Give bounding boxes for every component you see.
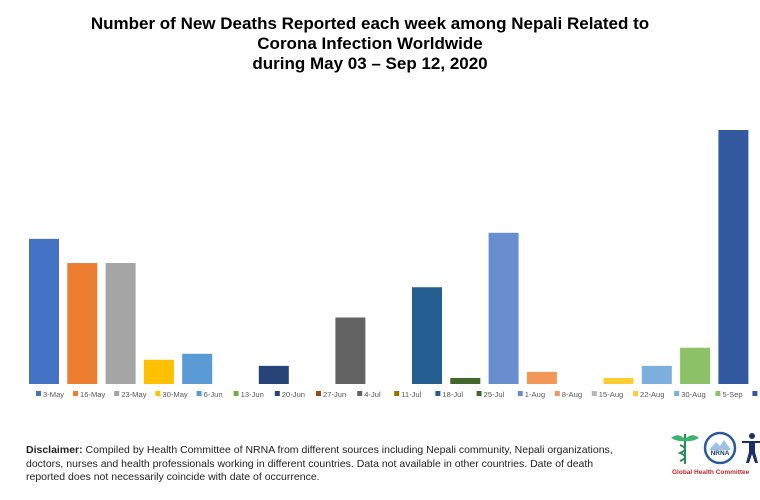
legend-label: 8-Aug bbox=[562, 390, 582, 399]
person-icon bbox=[742, 433, 760, 463]
bar-8-Aug bbox=[526, 371, 557, 384]
legend-item-6-Jun: 6-Jun bbox=[196, 390, 223, 399]
bar-30-Aug bbox=[641, 365, 672, 384]
legend-label: 11-Jul bbox=[401, 390, 421, 399]
legend-swatch bbox=[233, 391, 239, 396]
legend-item-4-Jul: 4-Jul bbox=[357, 390, 381, 399]
legend-swatch bbox=[517, 391, 523, 396]
legend-item-12-Sep: 12-Sep bbox=[752, 390, 760, 399]
legend-label: 30-May bbox=[162, 390, 188, 399]
legend-swatch bbox=[73, 391, 78, 396]
legend-swatch bbox=[274, 391, 280, 396]
legend-label: 4-Jul bbox=[364, 390, 381, 399]
bar-3-May bbox=[29, 238, 59, 384]
bar-12-Sep bbox=[718, 130, 749, 384]
legend-swatch bbox=[36, 391, 41, 396]
legend-item-1-Aug: 1-Aug bbox=[517, 390, 545, 399]
disclaimer-text: Compiled by Health Committee of NRNA fro… bbox=[26, 444, 613, 483]
logo-caption: Global Health Committee bbox=[672, 469, 750, 476]
legend-item-11-Jul: 11-Jul bbox=[394, 390, 422, 399]
legend-item-5-Sep: 5-Sep bbox=[715, 390, 743, 399]
legend-item-18-Jul: 18-Jul bbox=[435, 390, 463, 399]
legend-label: 15-Aug bbox=[599, 390, 624, 399]
legend-label: 22-Aug bbox=[640, 390, 665, 399]
bar-18-Jul bbox=[412, 287, 442, 384]
bar-6-Jun bbox=[182, 353, 213, 384]
legend-label: 20-Jun bbox=[282, 390, 305, 399]
legend-swatch bbox=[155, 391, 161, 396]
disclaimer-label: Disclaimer: bbox=[26, 444, 83, 456]
legend-item-20-Jun: 20-Jun bbox=[274, 390, 305, 399]
legend-swatch bbox=[435, 391, 441, 396]
caduceus-icon bbox=[671, 434, 699, 464]
legend-item-25-Jul: 25-Jul bbox=[476, 390, 505, 399]
legend-item-16-May: 16-May bbox=[73, 390, 106, 399]
legend-item-27-Jun: 27-Jun bbox=[316, 390, 346, 399]
bar-1-Aug bbox=[488, 232, 519, 384]
bar-20-Jun bbox=[258, 365, 289, 384]
legend-item-30-Aug: 30-Aug bbox=[674, 390, 706, 399]
legend-swatch bbox=[674, 391, 680, 396]
bar-22-Aug bbox=[603, 377, 634, 384]
disclaimer: Disclaimer: Compiled by Health Committee… bbox=[26, 444, 626, 485]
bar-23-May bbox=[105, 263, 136, 384]
legend-swatch bbox=[316, 391, 321, 396]
legend-swatch bbox=[554, 391, 560, 396]
legend-item-15-Aug: 15-Aug bbox=[591, 390, 624, 399]
bar-5-Sep bbox=[680, 347, 711, 384]
legend-label: 13-Jun bbox=[241, 390, 264, 399]
legend-item-23-May: 23-May bbox=[114, 390, 147, 399]
title-line-3: during May 03 – Sep 12, 2020 bbox=[252, 54, 488, 73]
title-line-1: Number of New Deaths Reported each week … bbox=[90, 14, 650, 33]
legend-swatch bbox=[715, 391, 721, 396]
legend-label: 16-May bbox=[80, 390, 106, 399]
legend-swatch bbox=[591, 391, 597, 396]
legend-label: 27-Jun bbox=[323, 390, 346, 399]
legend-swatch bbox=[633, 391, 638, 396]
legend-swatch bbox=[476, 391, 482, 396]
title-line-2: Corona Infection Worldwide bbox=[257, 34, 483, 53]
legend-swatch bbox=[196, 391, 202, 396]
legend-label: 3-May bbox=[43, 390, 64, 399]
legend-label: 30-Aug bbox=[681, 390, 706, 399]
legend-swatch bbox=[357, 391, 363, 396]
chart-title: Number of New Deaths Reported each week … bbox=[0, 14, 740, 74]
legend-item-22-Aug: 22-Aug bbox=[633, 390, 665, 399]
legend-swatch bbox=[394, 391, 400, 396]
bar-4-Jul bbox=[335, 317, 366, 384]
legend-item-8-Aug: 8-Aug bbox=[554, 390, 582, 399]
legend-item-3-May: 3-May bbox=[36, 390, 64, 399]
bar-25-Jul bbox=[450, 377, 481, 384]
legend-swatch bbox=[114, 391, 120, 396]
legend-label: 23-May bbox=[121, 390, 147, 399]
bar-chart: 3-May 16-May 23-May 30-May 6-Jun 13-Jun 20-Jun… bbox=[29, 130, 760, 399]
legend-item-30-May: 30-May bbox=[155, 390, 188, 399]
bar-30-May bbox=[143, 359, 174, 384]
legend-label: 5-Sep bbox=[722, 390, 742, 399]
legend-label: 25-Jul bbox=[484, 390, 505, 399]
svg-text:NRNA: NRNA bbox=[711, 450, 730, 457]
legend-item-13-Jun: 13-Jun bbox=[233, 390, 264, 399]
nrna-logo: NRNA Global Health Committee bbox=[668, 430, 760, 490]
nrna-emblem-icon: NRNA bbox=[703, 431, 737, 465]
bar-16-May bbox=[67, 263, 98, 384]
legend-label: 6-Jun bbox=[204, 390, 223, 399]
legend-label: 18-Jul bbox=[442, 390, 463, 399]
legend-label: 1-Aug bbox=[525, 390, 545, 399]
legend-swatch bbox=[752, 391, 758, 396]
